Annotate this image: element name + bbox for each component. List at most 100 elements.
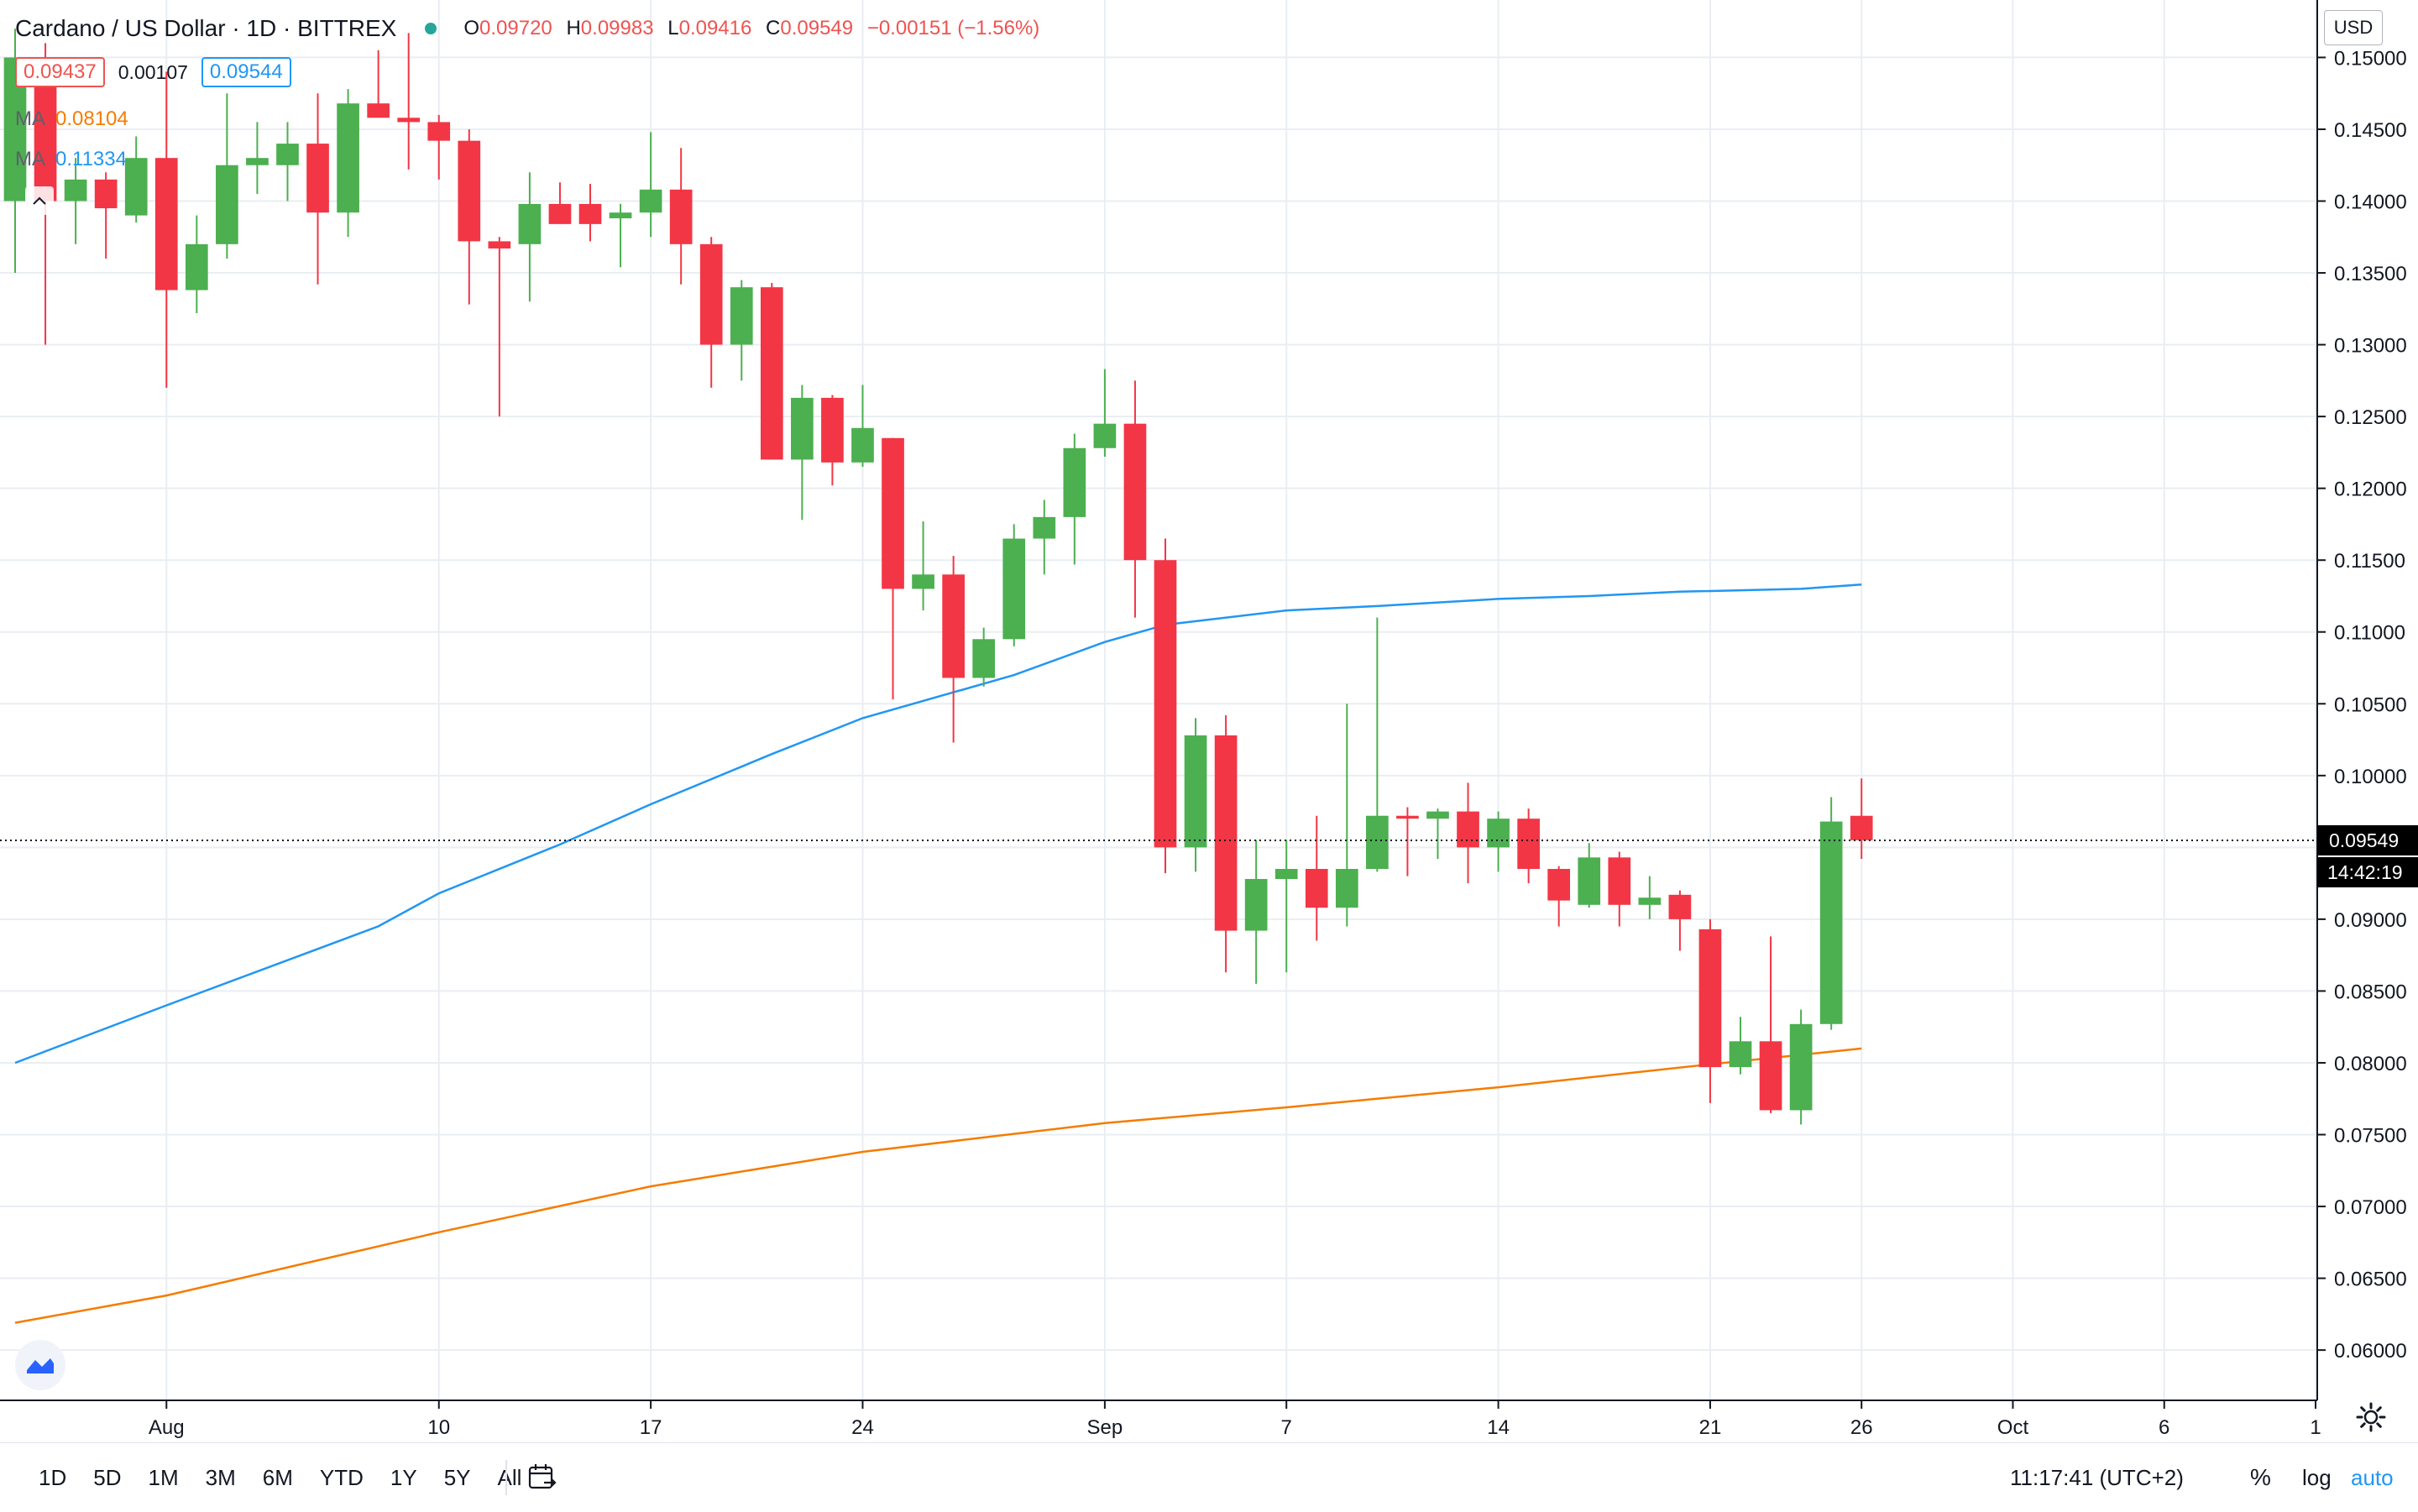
y-tick-label: 0.11000 <box>2334 622 2405 645</box>
timezone-clock[interactable]: 11:17:41 (UTC+2) <box>2010 1464 2184 1490</box>
candle-body <box>367 103 390 118</box>
countdown-label: 14:42:19 <box>2327 861 2403 883</box>
log-scale-button[interactable]: log <box>2302 1464 2332 1490</box>
range-button[interactable]: 5D <box>93 1464 122 1490</box>
low-value: 0.09416 <box>678 17 752 39</box>
candle-body <box>1729 1041 1752 1068</box>
y-tick-label: 0.14500 <box>2334 119 2407 142</box>
x-tick-label: 10 <box>427 1416 450 1439</box>
candle-body <box>609 212 632 219</box>
candle-body <box>669 189 693 244</box>
ma-legend-slow[interactable]: MA 0.11334 <box>15 148 127 171</box>
range-button[interactable]: 5Y <box>443 1464 471 1490</box>
currency-button[interactable]: USD <box>2324 10 2383 45</box>
ma-line <box>14 1047 1862 1324</box>
candle-body <box>1184 735 1207 848</box>
candle-body <box>1789 1023 1813 1111</box>
grid <box>0 0 2317 1400</box>
chart-header: Cardano / US Dollar · 1D · BITTREX O0.09… <box>15 10 1039 47</box>
candle-body <box>154 158 178 290</box>
x-tick-label: 26 <box>1850 1416 1873 1439</box>
candle-body <box>1063 447 1086 517</box>
high-label: H <box>566 17 581 39</box>
high-value: 0.09983 <box>580 17 654 39</box>
last-price-badge <box>2317 824 2418 855</box>
candle-body <box>185 243 208 290</box>
candles <box>3 29 1873 1125</box>
candle-body <box>972 639 996 678</box>
open-label: O <box>463 17 480 39</box>
y-tick-label: 0.13500 <box>2334 263 2407 285</box>
candle-body <box>851 427 874 463</box>
moving-averages <box>14 583 1862 1324</box>
candle-body <box>1123 423 1147 561</box>
candle-body <box>1668 894 1692 919</box>
last-price-label: 0.09549 <box>2329 829 2399 851</box>
market-status-icon <box>425 23 437 34</box>
price-axis[interactable]: 0.15000 0.14500 0.14000 0.13500 0.13000 0.125… <box>2316 0 2418 1400</box>
range-button[interactable]: 3M <box>205 1464 236 1490</box>
percent-scale-button[interactable]: % <box>2250 1464 2271 1490</box>
toolbar-divider <box>505 1460 507 1495</box>
candle-body <box>216 165 238 244</box>
ma-legend-fast[interactable]: MA 0.08104 <box>15 107 128 131</box>
symbol-title[interactable]: Cardano / US Dollar · 1D · BITTREX <box>15 15 397 41</box>
candle-body <box>427 122 451 141</box>
range-button[interactable]: 1D <box>39 1464 67 1490</box>
collapse-legend-icon[interactable] <box>25 186 54 215</box>
close-value: 0.09549 <box>780 17 854 39</box>
change-value: −0.00151 (−1.56%) <box>866 17 1040 39</box>
x-tick-label: Sep <box>1087 1416 1123 1439</box>
tradingview-logo-icon[interactable] <box>15 1340 65 1390</box>
candle-body <box>821 397 844 463</box>
y-tick-label: 0.06500 <box>2334 1269 2407 1291</box>
candle-body <box>1093 423 1117 448</box>
candle-body <box>639 189 662 213</box>
candle-body <box>246 158 269 165</box>
range-button[interactable]: 6M <box>262 1464 293 1490</box>
x-tick-label: 21 <box>1699 1416 1722 1439</box>
candle-body <box>488 241 511 249</box>
candle-body <box>912 574 934 589</box>
candle-body <box>1033 516 1056 539</box>
time-axis[interactable]: Aug 10 17 24 Sep 7 14 21 26 Oct 6 1 <box>0 1400 2321 1439</box>
buy-price-button[interactable]: 0.09544 <box>201 57 291 87</box>
bottom-toolbar: 1D 5D 1M 3M 6M YTD 1Y 5Y All 11:17:41 (U… <box>0 1442 2418 1512</box>
range-button[interactable]: 1M <box>148 1464 179 1490</box>
go-to-date-icon[interactable] <box>527 1462 557 1492</box>
x-tick-label: 17 <box>640 1416 662 1439</box>
candle-body <box>1214 735 1238 931</box>
candle-body <box>1002 538 1026 640</box>
y-tick-label: 0.08000 <box>2334 1053 2407 1075</box>
ma-value: 0.11334 <box>55 148 127 170</box>
candle-body <box>699 243 723 345</box>
range-button[interactable]: 1Y <box>390 1464 417 1490</box>
candle-body <box>458 140 481 242</box>
candle-body <box>1305 869 1328 908</box>
y-tick-label: 0.08500 <box>2334 981 2407 1003</box>
candle-body <box>1698 929 1722 1068</box>
candle-body <box>730 287 753 345</box>
close-label: C <box>766 17 781 39</box>
ohlc-values: O0.09720 H0.09983 L0.09416 C0.09549 −0.0… <box>455 17 1039 40</box>
y-tick-label: 0.06000 <box>2334 1340 2407 1363</box>
candle-body <box>1608 857 1631 905</box>
y-tick-label: 0.14000 <box>2334 191 2407 214</box>
range-button[interactable]: YTD <box>319 1464 364 1490</box>
sell-price-button[interactable]: 0.09437 <box>15 57 105 87</box>
candle-body <box>942 574 965 678</box>
settings-gear-icon[interactable] <box>2354 1400 2388 1434</box>
ma-label: MA <box>15 148 45 170</box>
candle-body <box>276 144 299 165</box>
bid-ask-row: 0.09437 0.00107 0.09544 <box>15 57 291 87</box>
auto-scale-button[interactable]: auto <box>2351 1464 2394 1490</box>
x-tick-label: Aug <box>149 1416 185 1439</box>
y-tick-label: 0.12000 <box>2334 479 2407 501</box>
ma-line <box>14 583 1862 1065</box>
y-tick-label: 0.09000 <box>2334 909 2407 932</box>
y-tick-label: 0.12500 <box>2334 406 2407 429</box>
candle-body <box>1396 815 1419 819</box>
candle-body <box>1517 819 1540 870</box>
range-button[interactable]: All <box>497 1464 522 1490</box>
